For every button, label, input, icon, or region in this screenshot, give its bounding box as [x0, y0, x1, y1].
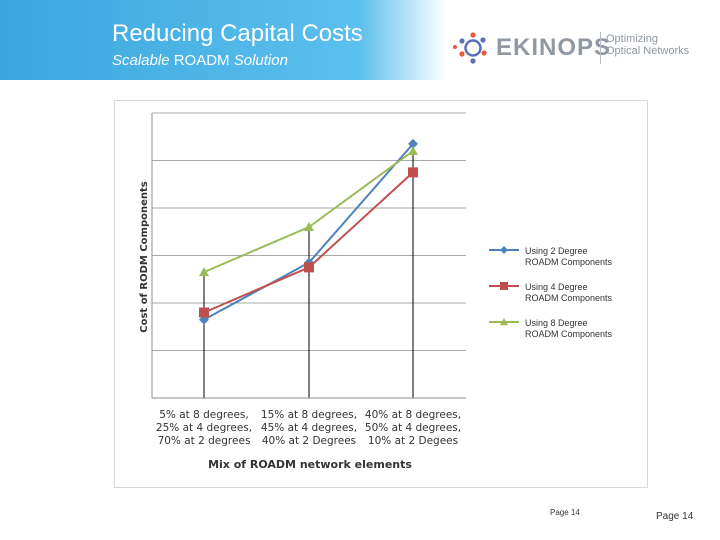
series-group	[199, 138, 418, 325]
legend-label: Using 4 Degree ROADM Components	[525, 282, 613, 303]
legend-item: Using 8 Degree ROADM Components	[489, 318, 613, 339]
data-point	[408, 138, 418, 149]
legend-item: Using 4 Degree ROADM Components	[489, 282, 613, 303]
legend-label-line: ROADM Components	[525, 329, 613, 339]
legend-label: Using 8 Degree ROADM Components	[525, 318, 613, 339]
category-label: 15% at 8 degrees, 45% at 4 degrees, 40% at…	[261, 409, 357, 447]
data-point	[500, 318, 508, 326]
slide-title: Reducing Capital Costs	[112, 20, 363, 47]
data-point	[408, 146, 418, 155]
category-label-line: 5% at 8 degrees,	[159, 409, 249, 421]
page-number: Page 14	[656, 511, 694, 522]
subtitle-suffix: Solution	[229, 52, 288, 69]
category-label-line: 15% at 8 degrees,	[261, 409, 357, 421]
series-2	[199, 167, 418, 318]
page-number-inner: Page 14	[550, 508, 580, 517]
legend-label-line: Using 8 Degree	[525, 318, 588, 328]
axes	[151, 113, 466, 399]
data-point	[500, 282, 508, 290]
legend-label-line: Using 4 Degree	[525, 282, 588, 292]
category-label-line: 50% at 4 degrees,	[365, 422, 461, 434]
category-label-line: 40% at 2 Degrees	[262, 435, 356, 447]
y-axis-title: Cost of RODM Components	[139, 181, 150, 333]
category-label-line: 10% at 2 Degees	[368, 435, 458, 447]
data-point	[304, 222, 314, 231]
category-label: 5% at 8 degrees, 25% at 4 degrees, 70% at …	[156, 409, 252, 447]
data-point	[199, 307, 209, 318]
category-label: 40% at 8 degrees, 50% at 4 degrees, 10% at…	[365, 409, 461, 447]
data-point	[500, 246, 508, 254]
logo-tagline: Optimizing Optical Networks	[606, 33, 689, 57]
category-label-line: 45% at 4 degrees,	[261, 422, 357, 434]
category-label-line: 25% at 4 degrees,	[156, 422, 252, 434]
category-labels: 5% at 8 degrees, 25% at 4 degrees, 70% at …	[156, 409, 461, 447]
slide-subtitle: Scalable ROADM Solution	[112, 52, 288, 69]
x-axis-title: Mix of ROADM network elements	[208, 458, 412, 471]
category-droplines	[203, 143, 414, 398]
series-3	[199, 146, 418, 277]
data-point	[408, 167, 418, 178]
category-label-line: 40% at 8 degrees,	[365, 409, 461, 421]
legend-item: Using 2 Degree ROADM Components	[489, 246, 613, 267]
legend-label-line: ROADM Components	[525, 293, 613, 303]
subtitle-strong: ROADM	[173, 52, 230, 69]
data-point	[304, 262, 314, 273]
legend-label-line: ROADM Components	[525, 257, 613, 267]
legend-label: Using 2 Degree ROADM Components	[525, 246, 613, 267]
chart-frame	[114, 100, 648, 488]
logo-tagline-line1: Optimizing	[606, 33, 658, 45]
category-label-line: 70% at 2 degrees	[158, 435, 251, 447]
data-point	[199, 267, 209, 277]
logo-mark-icon	[453, 32, 487, 64]
logo-tagline-line2: Optical Networks	[606, 45, 690, 57]
ekinops-logo: EKINOPS Optimizing Optical Networks	[452, 30, 712, 70]
subtitle-prefix: Scalable	[112, 52, 174, 69]
logo-separator	[600, 32, 601, 64]
logo-wordmark: EKINOPS	[496, 34, 612, 61]
legend-label-line: Using 2 Degree	[525, 246, 588, 256]
